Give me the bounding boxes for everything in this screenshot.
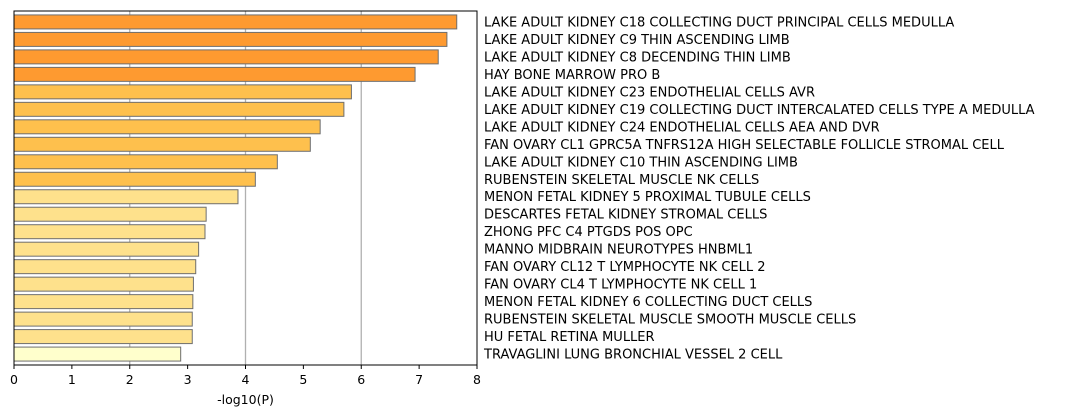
category-label: LAKE ADULT KIDNEY C23 ENDOTHELIAL CELLS … bbox=[484, 85, 815, 100]
x-tick-label: 2 bbox=[126, 372, 134, 387]
bar bbox=[13, 276, 194, 292]
category-label: LAKE ADULT KIDNEY C10 THIN ASCENDING LIM… bbox=[484, 155, 798, 170]
x-tick-label: 1 bbox=[68, 372, 76, 387]
bar bbox=[13, 329, 193, 345]
bar bbox=[13, 136, 311, 152]
bar bbox=[13, 346, 182, 362]
bars bbox=[13, 14, 458, 362]
category-label: LAKE ADULT KIDNEY C9 THIN ASCENDING LIMB bbox=[484, 33, 790, 48]
category-label: MANNO MIDBRAIN NEUROTYPES HNBML1 bbox=[484, 243, 753, 258]
bar bbox=[13, 171, 256, 187]
category-label: FAN OVARY CL1 GPRC5A TNFRS12A HIGH SELEC… bbox=[484, 138, 1005, 153]
x-axis-title: -log10(P) bbox=[217, 392, 274, 407]
bar bbox=[13, 294, 194, 310]
bar bbox=[13, 241, 200, 257]
category-label: LAKE ADULT KIDNEY C19 COLLECTING DUCT IN… bbox=[484, 103, 1035, 118]
bar bbox=[13, 311, 193, 327]
category-label: FAN OVARY CL12 T LYMPHOCYTE NK CELL 2 bbox=[484, 260, 766, 275]
bar bbox=[13, 224, 206, 240]
category-label: LAKE ADULT KIDNEY C8 DECENDING THIN LIMB bbox=[484, 50, 791, 65]
x-tick-label: 6 bbox=[357, 372, 365, 387]
bar bbox=[13, 84, 352, 100]
bar bbox=[13, 49, 439, 65]
x-tick-label: 0 bbox=[10, 372, 18, 387]
bar bbox=[13, 189, 239, 205]
category-labels: LAKE ADULT KIDNEY C18 COLLECTING DUCT PR… bbox=[483, 15, 1035, 362]
bar bbox=[13, 14, 458, 30]
x-tick-label: 4 bbox=[242, 372, 250, 387]
category-label: MENON FETAL KIDNEY 5 PROXIMAL TUBULE CEL… bbox=[484, 190, 811, 205]
bar bbox=[13, 154, 278, 170]
category-label: TRAVAGLINI LUNG BRONCHIAL VESSEL 2 CELL bbox=[483, 348, 783, 363]
bar bbox=[13, 31, 448, 47]
category-label: FAN OVARY CL4 T LYMPHOCYTE NK CELL 1 bbox=[484, 278, 757, 293]
category-label: RUBENSTEIN SKELETAL MUSCLE NK CELLS bbox=[484, 173, 759, 188]
category-label: DESCARTES FETAL KIDNEY STROMAL CELLS bbox=[484, 208, 767, 223]
x-tick-label: 5 bbox=[299, 372, 307, 387]
category-label: LAKE ADULT KIDNEY C18 COLLECTING DUCT PR… bbox=[484, 15, 954, 30]
category-label: HU FETAL RETINA MULLER bbox=[484, 330, 655, 345]
category-label: ZHONG PFC C4 PTGDS POS OPC bbox=[484, 225, 693, 240]
category-label: HAY BONE MARROW PRO B bbox=[484, 68, 660, 83]
category-label: LAKE ADULT KIDNEY C24 ENDOTHELIAL CELLS … bbox=[484, 120, 880, 135]
bar bbox=[13, 119, 321, 135]
x-tick-label: 7 bbox=[415, 372, 423, 387]
category-label: MENON FETAL KIDNEY 6 COLLECTING DUCT CEL… bbox=[484, 295, 812, 310]
bar bbox=[13, 206, 207, 222]
bar bbox=[13, 101, 345, 117]
x-tick-label: 3 bbox=[184, 372, 192, 387]
bar bbox=[13, 259, 197, 275]
x-axis-ticks: 0 1 2 3 4 5 6 7 8 bbox=[10, 365, 481, 387]
category-label: RUBENSTEIN SKELETAL MUSCLE SMOOTH MUSCLE… bbox=[484, 313, 856, 328]
bar bbox=[13, 66, 416, 82]
x-tick-label: 8 bbox=[473, 372, 481, 387]
